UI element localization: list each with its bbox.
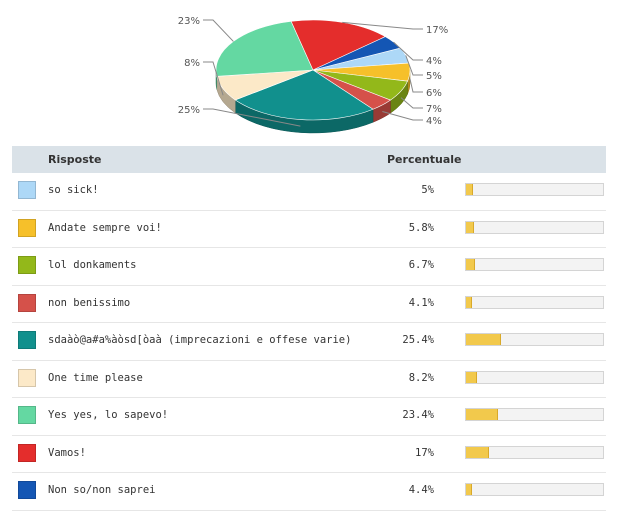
pie-leader-line (203, 61, 224, 96)
pie-slice (234, 69, 374, 121)
color-swatch (18, 443, 36, 462)
results-table: Risposte Percentuale so sick! 5% Andate … (12, 146, 606, 511)
color-swatch (18, 481, 36, 499)
percentage-bar (465, 258, 604, 271)
percentage-bar (465, 483, 604, 496)
pie-slice-label: 7% (426, 104, 442, 115)
table-row: Andate sempre voi! 5.8% (12, 211, 606, 248)
pie-slice (290, 19, 386, 71)
row-percentage: 5% (421, 184, 434, 196)
pie-slice-label: 23% (178, 16, 200, 27)
percentage-bar-fill (466, 221, 474, 233)
percentage-bar-fill (466, 446, 490, 458)
row-percentage: 6.7% (408, 259, 434, 271)
pie-leader-line (382, 110, 423, 121)
header-percentage: Percentuale (387, 153, 462, 166)
color-swatch (18, 293, 36, 312)
row-label: Yes yes, lo sapevo! (48, 409, 169, 421)
row-label: Vamos! (48, 446, 86, 459)
table-row: One time please 8.2% (12, 361, 606, 398)
table-row: lol donkaments 6.7% (12, 248, 606, 286)
row-label: One time please (48, 371, 143, 384)
percentage-bar (465, 445, 604, 459)
table-row: sdaàò@a#a%àòsd[òaà (imprecazioni e offes… (12, 323, 606, 361)
pie-leader-line (203, 108, 301, 127)
row-percentage: 25.4% (402, 334, 434, 346)
color-swatch (18, 331, 36, 349)
pie-leader-line (203, 19, 234, 42)
percentage-bar-fill (466, 259, 476, 270)
row-label: Non so/non saprei (48, 484, 156, 496)
table-row: non benissimo 4.1% (12, 286, 606, 323)
row-label: sdaàò@a#a%àòsd[òaà (imprecazioni e offes… (48, 334, 352, 346)
color-swatch (18, 256, 36, 274)
pie-leader-line (409, 78, 423, 93)
color-swatch (18, 181, 36, 199)
table-row: Vamos! 17% (12, 436, 606, 473)
percentage-bar (465, 333, 604, 346)
percentage-bar-fill (466, 409, 499, 420)
row-percentage: 4.1% (408, 296, 434, 309)
percentage-bar-fill (466, 371, 478, 383)
percentage-bar (465, 220, 604, 234)
pie-slice-label: 17% (426, 25, 448, 36)
color-swatch (18, 218, 36, 237)
pie-slice (215, 20, 314, 77)
pie-slice-label: 6% (426, 88, 442, 99)
pie-leader-line (400, 97, 423, 109)
pie-slice-label: 25% (178, 105, 200, 116)
row-label: so sick! (48, 184, 99, 196)
table-row: so sick! 5% (12, 173, 606, 211)
row-label: non benissimo (48, 296, 131, 309)
pie-slice-label: 8% (184, 58, 200, 69)
percentage-bar (465, 295, 604, 309)
row-label: lol donkaments (48, 259, 137, 271)
pie-slice-label: 5% (426, 71, 442, 82)
row-percentage: 8.2% (408, 371, 434, 384)
pie-leader-line (342, 21, 423, 30)
table-body: so sick! 5% Andate sempre voi! 5.8% lol … (12, 173, 606, 511)
color-swatch (18, 406, 36, 424)
percentage-bar (465, 370, 604, 384)
table-header: Risposte Percentuale (12, 146, 606, 173)
percentage-bar-fill (466, 334, 501, 345)
row-percentage: 4.4% (408, 484, 434, 496)
pie-leader-line (405, 55, 423, 76)
row-percentage: 23.4% (402, 409, 434, 421)
header-responses: Risposte (48, 153, 102, 166)
pie-chart: 5% 6% 7% 4% 25% 8% 23% 17% 4% (0, 0, 620, 145)
row-percentage: 5.8% (408, 221, 434, 234)
percentage-bar-fill (466, 484, 473, 495)
color-swatch (18, 368, 36, 387)
percentage-bar (465, 183, 604, 196)
percentage-bar (465, 408, 604, 421)
table-row: Non so/non saprei 4.4% (12, 473, 606, 511)
row-percentage: 17% (415, 446, 434, 459)
pie-slice-label: 4% (426, 116, 442, 127)
table-row: Yes yes, lo sapevo! 23.4% (12, 398, 606, 436)
pie-slice-label: 4% (426, 56, 442, 67)
pie-leader-line (393, 41, 423, 61)
percentage-bar-fill (466, 296, 472, 308)
row-label: Andate sempre voi! (48, 221, 162, 234)
pie-chart-svg: 5%6%7%4%25%8%23%17%4% (178, 16, 448, 134)
percentage-bar-fill (466, 184, 473, 195)
